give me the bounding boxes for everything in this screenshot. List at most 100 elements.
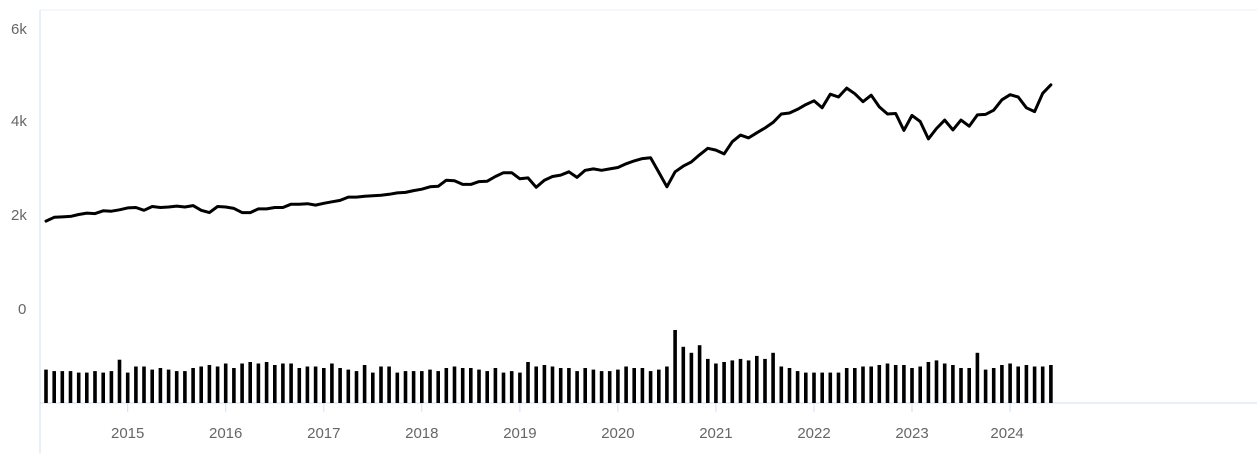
x-tick-label: 2020 bbox=[601, 425, 634, 442]
volume-bar bbox=[869, 366, 873, 403]
volume-bar bbox=[44, 369, 48, 403]
x-tick-label: 2015 bbox=[111, 425, 144, 442]
volume-bar bbox=[387, 366, 391, 403]
volume-bar bbox=[166, 369, 171, 403]
volume-bar bbox=[444, 368, 449, 403]
volume-bar bbox=[117, 359, 122, 403]
x-tick-label: 2017 bbox=[307, 425, 340, 442]
volume-bar bbox=[248, 362, 252, 403]
volume-bar bbox=[885, 363, 890, 403]
volume-bar bbox=[101, 372, 105, 403]
volume-bar bbox=[616, 369, 620, 403]
y-tick-label: 0 bbox=[18, 301, 26, 318]
volume-bar bbox=[828, 372, 833, 403]
volume-bar bbox=[926, 362, 931, 403]
volume-bar bbox=[567, 368, 571, 403]
volume-bar bbox=[983, 369, 988, 403]
y-axis-ticks: 6k 4k 2k 0 bbox=[11, 21, 27, 318]
volume-bar bbox=[918, 366, 922, 403]
volume-bar bbox=[338, 368, 342, 403]
volume-bar bbox=[763, 358, 767, 403]
volume-bar bbox=[281, 363, 285, 403]
volume-bar bbox=[673, 330, 677, 403]
y-tick-label: 6k bbox=[11, 21, 27, 38]
x-tick-label: 2022 bbox=[797, 425, 830, 442]
volume-bar bbox=[550, 366, 555, 403]
volume-bar bbox=[362, 365, 367, 403]
volume-bar bbox=[134, 366, 138, 403]
y-tick-label: 2k bbox=[11, 207, 27, 224]
volume-bar bbox=[322, 368, 326, 403]
price-line bbox=[44, 83, 1053, 223]
volume-bar bbox=[264, 362, 269, 403]
volume-bar bbox=[1049, 365, 1053, 403]
volume-bar bbox=[477, 369, 481, 403]
volume-bar bbox=[951, 365, 955, 403]
volume-bar bbox=[469, 368, 473, 403]
volume-bar bbox=[975, 352, 980, 403]
volume-bar bbox=[771, 352, 775, 403]
volume-bar bbox=[1000, 365, 1004, 403]
volume-bar bbox=[967, 368, 971, 403]
volume-bar bbox=[493, 368, 498, 403]
volume-bar bbox=[518, 372, 522, 403]
volume-bar bbox=[591, 369, 596, 403]
volume-bar bbox=[902, 365, 906, 403]
volume-bar bbox=[273, 365, 277, 403]
volume-bar bbox=[76, 372, 81, 403]
x-tick-label: 2024 bbox=[990, 425, 1023, 442]
volume-bar bbox=[1008, 363, 1012, 403]
volume-bar bbox=[93, 371, 97, 403]
volume-bar bbox=[1040, 366, 1045, 403]
volume-bar bbox=[411, 371, 416, 403]
volume-bar bbox=[125, 372, 130, 403]
volume-bar bbox=[354, 371, 359, 403]
volume-bar bbox=[714, 363, 718, 403]
volume-bar bbox=[795, 371, 800, 403]
volume-bar bbox=[428, 369, 432, 403]
volume-bar bbox=[240, 363, 244, 403]
volume-bar bbox=[403, 371, 408, 403]
x-axis-ticks: 2015 2016 2017 2018 2019 2020 2021 2022 2023 2024 bbox=[111, 403, 1024, 442]
volume-bar bbox=[452, 366, 457, 403]
x-tick-label: 2023 bbox=[895, 425, 928, 442]
volume-bar bbox=[861, 366, 865, 403]
volume-bar bbox=[183, 371, 187, 403]
volume-bar bbox=[85, 372, 89, 403]
volume-bar bbox=[738, 358, 743, 403]
volume-bars bbox=[44, 330, 1053, 403]
volume-bar bbox=[52, 371, 56, 403]
volume-bar bbox=[150, 369, 154, 403]
volume-bar bbox=[436, 371, 440, 403]
volume-bar bbox=[223, 363, 228, 403]
volume-bar bbox=[730, 360, 735, 403]
volume-bar bbox=[256, 363, 261, 403]
volume-bar bbox=[199, 366, 203, 403]
volume-bar bbox=[640, 368, 645, 403]
volume-bar bbox=[991, 368, 996, 403]
volume-bar bbox=[191, 368, 195, 403]
x-tick-label: 2018 bbox=[405, 425, 438, 442]
volume-bar bbox=[207, 365, 212, 403]
x-tick-label: 2019 bbox=[503, 425, 536, 442]
volume-bar bbox=[910, 368, 914, 403]
volume-bar bbox=[534, 366, 538, 403]
volume-bar bbox=[942, 363, 947, 403]
volume-bar bbox=[215, 366, 220, 403]
volume-bar bbox=[787, 368, 792, 403]
volume-bar bbox=[68, 371, 73, 403]
volume-bar bbox=[379, 366, 383, 403]
volume-bar bbox=[648, 371, 653, 403]
volume-bar bbox=[657, 369, 661, 403]
volume-bar bbox=[689, 352, 694, 403]
volume-bar bbox=[371, 372, 375, 403]
volume-bar bbox=[706, 358, 710, 403]
volume-bar bbox=[289, 363, 293, 403]
volume-bar bbox=[599, 371, 604, 403]
volume-bar bbox=[583, 368, 587, 403]
volume-bar bbox=[526, 362, 530, 403]
volume-bar bbox=[697, 345, 702, 403]
volume-bar bbox=[60, 371, 65, 403]
volume-bar bbox=[607, 371, 612, 403]
